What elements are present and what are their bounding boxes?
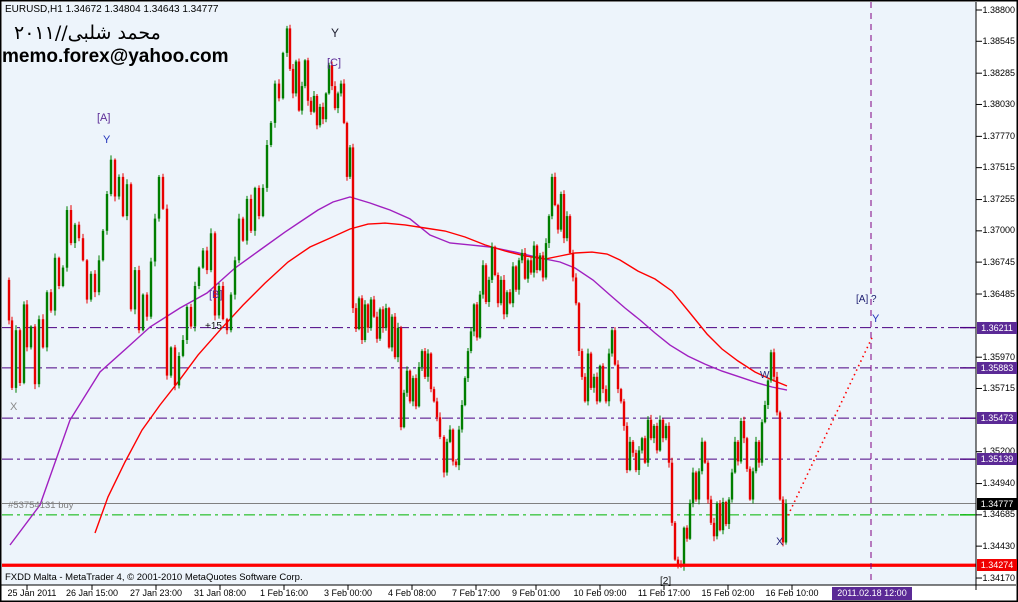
- price-axis-label: 1.38030: [982, 98, 1015, 109]
- wave-A-label-left: [A]: [97, 112, 111, 124]
- wave-Y-label-top: Y: [331, 26, 340, 40]
- price-axis-highlight: 1.34777: [977, 497, 1017, 510]
- time-axis-label: 11 Feb 17:00: [637, 588, 691, 598]
- price-axis-label: 1.34940: [982, 478, 1015, 489]
- price-axis-label: 1.37255: [982, 194, 1015, 205]
- plot-area: [2, 2, 976, 585]
- price-axis-highlight: 1.35883: [977, 361, 1017, 374]
- candlestick-series: [7, 24, 788, 571]
- time-axis-label: 9 Feb 01:00: [511, 588, 561, 598]
- price-axis-highlight: 1.34274: [977, 559, 1017, 572]
- time-axis-label: 15 Feb 02:00: [701, 588, 755, 598]
- price-axis-label: 1.34430: [982, 540, 1015, 551]
- price-axis-highlight: 1.35473: [977, 412, 1017, 425]
- price-axis-label: 1.35970: [982, 351, 1015, 362]
- time-axis-label: 3 Feb 00:00: [323, 588, 373, 598]
- price-axis-label: 1.37770: [982, 130, 1015, 141]
- time-axis-label: 16 Feb 10:00: [765, 588, 819, 598]
- time-axis-label: 7 Feb 17:00: [451, 588, 501, 598]
- price-axis-label: 1.34170: [982, 572, 1015, 583]
- price-axis-label: 1.38545: [982, 35, 1015, 46]
- wave-X-label-left: X: [10, 401, 18, 413]
- price-axis-label: 1.35715: [982, 382, 1015, 393]
- wave-B-label: [B]: [209, 289, 223, 301]
- ma-purple-line: [9, 196, 788, 546]
- plus15-label: +15: [205, 321, 222, 332]
- time-axis-highlight: 2011.02.18 12:00: [832, 587, 912, 600]
- time-axis-label: 10 Feb 09:00: [573, 588, 627, 598]
- price-axis-label: 1.36745: [982, 256, 1015, 267]
- quote-title: EURUSD,H1 1.34672 1.34804 1.34643 1.3477…: [5, 4, 219, 15]
- wave-X-label-bottom: X: [776, 536, 784, 548]
- ma-red-line: [94, 222, 788, 534]
- wave-C-label-top: [C]: [327, 57, 342, 69]
- buy-order-label: #53754131 buy: [8, 500, 74, 511]
- time-axis-label: 1 Feb 16:00: [259, 588, 309, 598]
- time-axis-label: 25 Jan 2011: [7, 588, 57, 598]
- wave-Y-label-left: Y: [103, 134, 111, 146]
- price-axis-label: 1.38800: [982, 4, 1015, 15]
- wave-A-question-label: [A] ?: [856, 294, 877, 305]
- time-axis-label: 31 Jan 08:00: [193, 588, 247, 598]
- price-axis-label: 1.34685: [982, 509, 1015, 520]
- price-axis-label: 1.36485: [982, 288, 1015, 299]
- price-axis-label: 1.35200: [982, 446, 1015, 457]
- wave-W-label: W: [760, 370, 770, 381]
- watermark-email: memo.forex@yahoo.com: [2, 46, 229, 67]
- time-axis-label: 26 Jan 15:00: [65, 588, 119, 598]
- wave-Y-label-right: Y: [872, 313, 880, 325]
- copyright-text: FXDD Malta - MetaTrader 4, © 2001-2010 M…: [5, 572, 303, 583]
- price-axis-label: 1.37515: [982, 162, 1015, 173]
- wave-2-label-clipped: [2]: [660, 576, 672, 587]
- price-axis-label: 1.37000: [982, 225, 1015, 236]
- price-axis-label: 1.38285: [982, 67, 1015, 78]
- time-axis-label: 27 Jan 23:00: [129, 588, 183, 598]
- watermark-author: محمد شلبى//٢٠١١: [14, 22, 161, 44]
- price-axis-highlight: 1.35139: [977, 453, 1017, 466]
- price-axis-highlight: 1.36211: [977, 321, 1017, 334]
- time-axis-label: 4 Feb 08:00: [387, 588, 437, 598]
